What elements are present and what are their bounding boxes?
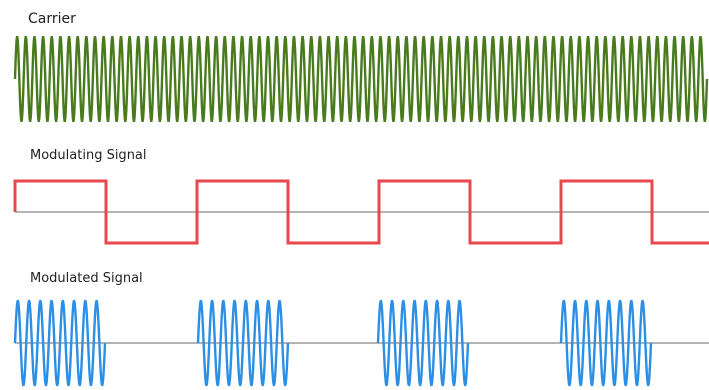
modulated-burst-2 <box>196 299 290 387</box>
modulating-square-wave <box>13 179 709 245</box>
modulated-wave-group <box>13 299 653 387</box>
modulated-signal-label: Modulated Signal <box>30 271 143 286</box>
modulated-burst-4 <box>559 299 653 387</box>
carrier-wave <box>13 36 709 122</box>
carrier-label: Carrier <box>28 11 76 27</box>
modulated-burst-3 <box>376 299 470 387</box>
modulated-burst-1 <box>13 299 107 387</box>
modulating-signal-label: Modulating Signal <box>30 148 147 163</box>
